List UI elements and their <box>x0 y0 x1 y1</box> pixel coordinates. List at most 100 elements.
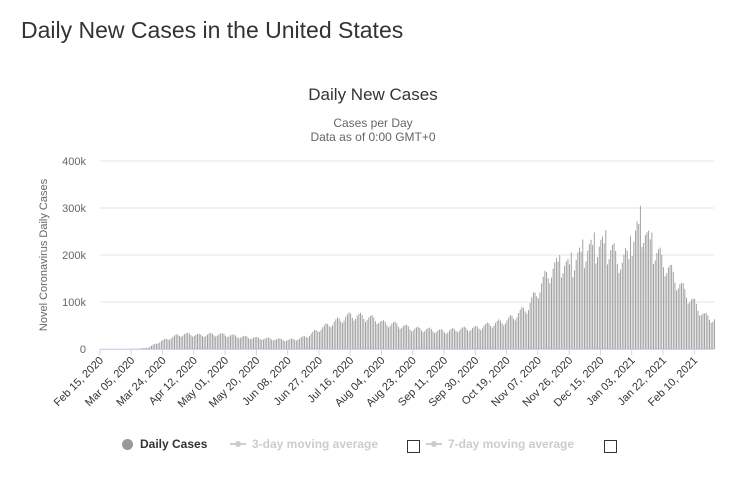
chart-subtitle-line-1: Cases per Day <box>333 116 412 130</box>
daily-cases-bar <box>692 298 694 349</box>
y-tick-label: 400k <box>62 156 86 168</box>
daily-cases-bar <box>559 255 561 349</box>
legend-item-7-day-average[interactable]: 7-day moving average <box>426 437 574 451</box>
daily-cases-bar <box>248 338 250 349</box>
daily-cases-bar <box>704 313 706 349</box>
daily-cases-bar <box>432 331 434 349</box>
daily-cases-bar <box>491 327 493 349</box>
daily-cases-bar <box>221 333 223 349</box>
daily-cases-bar <box>455 330 457 349</box>
daily-cases-bar <box>338 318 340 349</box>
daily-cases-bar <box>501 323 503 349</box>
daily-cases-bar <box>697 310 699 349</box>
daily-cases-bar <box>677 288 679 349</box>
toggle-7-day-average-checkbox[interactable] <box>604 440 617 453</box>
daily-cases-bar <box>208 333 210 349</box>
daily-cases-bar <box>310 333 312 349</box>
daily-cases-bar <box>434 333 436 349</box>
daily-cases-bar <box>634 230 636 349</box>
daily-cases-bar <box>527 310 529 349</box>
daily-cases-bar <box>379 321 381 349</box>
daily-cases-bar <box>585 261 587 349</box>
daily-cases-bar <box>699 315 701 349</box>
daily-cases-bar <box>152 344 154 349</box>
daily-cases-bar <box>384 321 386 349</box>
daily-cases-bar <box>654 260 656 349</box>
daily-cases-bar <box>261 339 263 349</box>
daily-cases-bar <box>302 336 304 349</box>
daily-cases-bar <box>284 341 286 349</box>
daily-cases-bar <box>397 326 399 349</box>
y-tick-label: 200k <box>62 250 86 262</box>
daily-cases-bar <box>618 272 620 349</box>
daily-cases-bar <box>547 278 549 349</box>
daily-cases-bar <box>279 338 281 349</box>
legend-item-3-day-average[interactable]: 3-day moving average <box>230 437 378 451</box>
daily-cases-bar <box>602 236 603 349</box>
daily-cases-bar <box>318 332 320 349</box>
daily-cases-bar <box>396 323 398 349</box>
chart-title: Daily New Cases <box>308 85 437 104</box>
daily-cases-bar <box>610 250 612 349</box>
daily-cases-bar <box>667 267 669 349</box>
daily-cases-bar <box>202 335 203 349</box>
daily-cases-bar <box>220 333 222 349</box>
daily-cases-bar <box>239 337 241 349</box>
daily-cases-bar <box>555 258 557 349</box>
daily-cases-bar <box>388 327 389 349</box>
daily-cases-bar <box>608 259 610 349</box>
daily-cases-bar <box>490 325 492 349</box>
daily-cases-bar <box>653 264 654 349</box>
daily-cases-bar <box>404 325 406 349</box>
daily-cases-bar <box>569 264 571 349</box>
daily-cases-bar <box>192 336 194 349</box>
daily-cases-bar <box>399 328 401 349</box>
daily-cases-bar <box>193 335 195 349</box>
daily-cases-bar <box>429 327 431 349</box>
daily-cases-bar <box>323 325 325 349</box>
daily-cases-bar <box>151 345 152 349</box>
daily-cases-bar <box>669 265 671 349</box>
daily-cases-bar <box>327 323 329 349</box>
toggle-3-day-average-checkbox[interactable] <box>407 440 420 453</box>
daily-cases-bar <box>506 320 508 349</box>
daily-cases-bar <box>644 235 646 349</box>
daily-cases-bar <box>340 321 342 349</box>
daily-cases-bar <box>356 315 358 349</box>
daily-cases-bar <box>330 327 332 349</box>
daily-cases-bar <box>369 316 371 349</box>
legend-item-daily-cases[interactable]: Daily Cases <box>122 437 207 451</box>
daily-cases-bar <box>407 326 409 349</box>
daily-cases-bar <box>453 328 455 349</box>
legend-label: Daily Cases <box>140 437 208 451</box>
daily-cases-bar <box>458 330 460 349</box>
daily-cases-bar <box>516 317 518 349</box>
daily-cases-bar <box>409 329 411 349</box>
daily-cases-bar <box>531 297 533 349</box>
daily-cases-bar <box>295 340 297 349</box>
daily-cases-bar <box>313 330 315 349</box>
daily-cases-bar <box>167 339 169 349</box>
daily-cases-bar <box>463 326 465 349</box>
daily-cases-bar <box>170 338 172 349</box>
daily-cases-bar <box>231 334 233 349</box>
daily-cases-bar <box>639 205 641 349</box>
daily-cases-bar <box>141 348 143 349</box>
daily-cases-bar <box>424 331 426 349</box>
daily-cases-bar <box>358 313 360 349</box>
daily-cases-bar <box>328 326 330 349</box>
daily-cases-bar <box>402 326 404 349</box>
daily-cases-bar <box>442 330 444 349</box>
daily-cases-bar <box>416 327 417 349</box>
daily-cases-bar <box>343 320 345 349</box>
daily-cases-bar <box>286 340 287 349</box>
daily-cases-bar <box>346 314 348 349</box>
daily-cases-bar <box>554 262 556 349</box>
daily-cases-bar <box>294 339 296 349</box>
daily-cases-bar <box>460 328 462 349</box>
daily-cases-bar <box>266 337 268 349</box>
daily-cases-bar <box>419 328 421 349</box>
daily-cases-bar <box>511 315 513 349</box>
daily-cases-bar <box>587 250 589 349</box>
daily-cases-bar <box>180 336 182 349</box>
